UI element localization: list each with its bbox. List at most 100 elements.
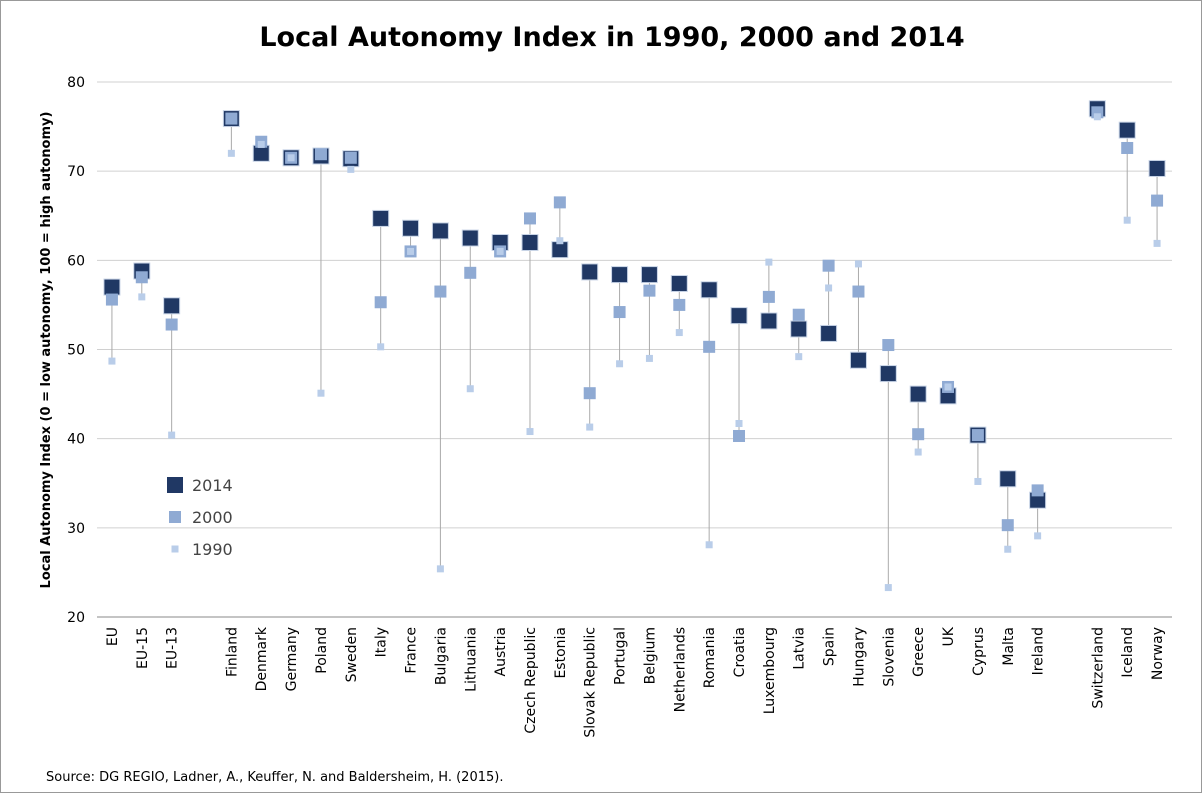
marker [1001, 519, 1014, 532]
marker [466, 385, 474, 393]
marker [317, 389, 325, 397]
marker [705, 541, 713, 549]
x-tick-label: Lithuania [463, 627, 479, 692]
marker [733, 429, 746, 442]
legend-marker [171, 545, 179, 553]
x-tick-label: Hungary [851, 627, 867, 687]
x-tick-label: EU [105, 627, 121, 646]
legend-label: 1990 [192, 540, 233, 559]
marker [703, 340, 716, 353]
marker [168, 431, 176, 439]
x-tick-label: Portugal [613, 627, 629, 685]
x-tick-label: Luxembourg [762, 627, 778, 714]
marker [1151, 194, 1164, 207]
marker [884, 584, 892, 592]
marker [402, 219, 420, 237]
marker [163, 297, 181, 315]
y-tick-label: 40 [67, 432, 85, 448]
marker [377, 343, 385, 351]
marker [436, 565, 444, 573]
x-tick-label: Slovenia [881, 627, 897, 687]
marker [673, 298, 686, 311]
x-tick-label: Bulgaria [433, 627, 449, 685]
marker [581, 263, 599, 281]
y-tick-label: 20 [67, 610, 85, 626]
marker [909, 385, 927, 403]
x-tick-label: Austria [493, 627, 509, 676]
x-tick-label: Iceland [1120, 627, 1136, 678]
marker [135, 271, 148, 284]
marker [105, 293, 118, 306]
marker [1034, 532, 1042, 540]
x-tick-label: Norway [1150, 627, 1166, 680]
marker [944, 383, 952, 391]
marker [762, 290, 775, 303]
chart-title: Local Autonomy Index in 1990, 2000 and 2… [259, 22, 964, 53]
marker [287, 154, 295, 162]
marker [645, 354, 653, 362]
marker [820, 324, 838, 342]
marker [974, 477, 982, 485]
x-tick-label: Estonia [553, 627, 569, 679]
marker [999, 470, 1017, 488]
marker [611, 266, 629, 284]
y-axis-label: Local Autonomy Index (0 = low autonomy, … [39, 112, 54, 589]
x-tick-label: France [404, 627, 420, 674]
marker [496, 247, 504, 255]
marker [553, 196, 566, 209]
marker [314, 148, 327, 161]
legend-marker [169, 511, 181, 523]
marker [526, 428, 534, 436]
y-tick-label: 80 [67, 75, 85, 91]
marker [165, 318, 178, 331]
marker [613, 306, 626, 319]
x-tick-label: Cyprus [971, 627, 987, 676]
x-tick-label: Germany [284, 627, 300, 691]
marker [912, 428, 925, 441]
x-tick-label: Greece [911, 627, 927, 677]
marker [138, 293, 146, 301]
marker [760, 312, 778, 330]
x-tick-label: EU-13 [165, 627, 181, 669]
legend-label: 2000 [192, 508, 233, 527]
marker [849, 351, 867, 369]
marker [1004, 545, 1012, 553]
marker [583, 387, 596, 400]
marker [586, 423, 594, 431]
marker [670, 275, 688, 293]
marker [523, 212, 536, 225]
legend-label: 2014 [192, 476, 233, 495]
marker [852, 285, 865, 298]
y-tick-label: 70 [67, 164, 85, 180]
x-tick-label: Italy [374, 627, 390, 657]
marker [461, 229, 479, 247]
marker [1121, 141, 1134, 154]
marker [407, 247, 415, 255]
marker [795, 353, 803, 361]
y-tick-label: 50 [67, 343, 85, 359]
marker [822, 259, 835, 272]
marker [464, 266, 477, 279]
marker [434, 285, 447, 298]
marker [431, 222, 449, 240]
x-tick-label: Netherlands [672, 627, 688, 712]
marker [675, 329, 683, 337]
marker [344, 151, 357, 164]
x-tick-label: Malta [1001, 627, 1017, 666]
marker [730, 307, 748, 325]
marker [882, 339, 895, 352]
marker [735, 420, 743, 428]
marker [616, 360, 624, 368]
y-tick-label: 30 [67, 521, 85, 537]
marker [1148, 159, 1166, 177]
marker [640, 266, 658, 284]
marker [227, 149, 235, 157]
x-tick-label: Finland [224, 627, 240, 677]
marker [790, 320, 808, 338]
marker [108, 357, 116, 365]
marker [792, 308, 805, 321]
marker [1031, 484, 1044, 497]
marker [643, 284, 656, 297]
marker [854, 260, 862, 268]
